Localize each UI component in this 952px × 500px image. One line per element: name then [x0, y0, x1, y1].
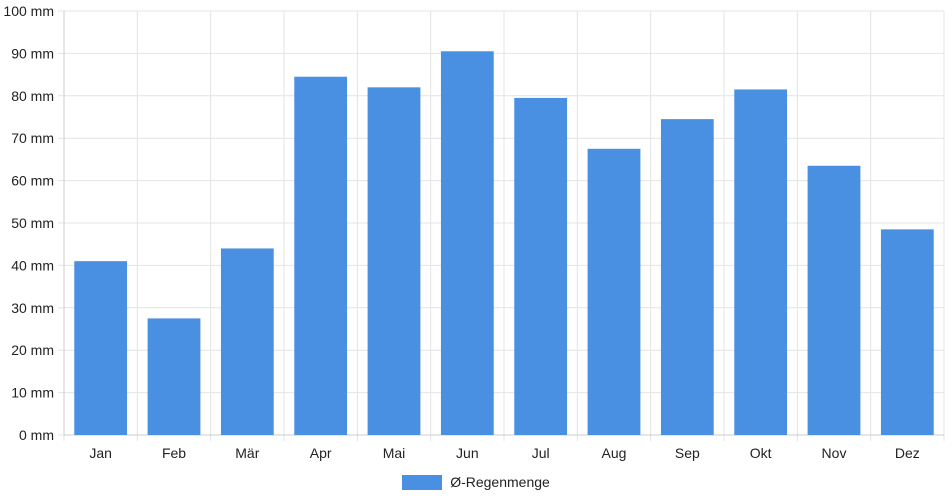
- legend-label: Ø-Regenmenge: [450, 474, 550, 490]
- x-tick-label: Sep: [675, 445, 700, 461]
- x-tick-label: Jan: [89, 445, 112, 461]
- y-tick-label: 10 mm: [11, 385, 54, 401]
- x-tick-label: Nov: [822, 445, 847, 461]
- legend[interactable]: Ø-Regenmenge: [0, 472, 952, 492]
- x-tick-label: Apr: [310, 445, 332, 461]
- bar-okt: [734, 89, 788, 435]
- x-tick-label: Aug: [602, 445, 627, 461]
- y-tick-label: 100 mm: [3, 3, 54, 19]
- chart-plot: 0 mm 10 mm 20 mm 30 mm 40 mm 50 mm 60 mm 70 mm 8…: [3, 3, 945, 461]
- y-tick-label: 80 mm: [11, 88, 54, 104]
- bar-sep: [660, 119, 714, 436]
- bar-mai: [367, 87, 421, 435]
- bar-jun: [440, 51, 494, 435]
- bar-apr: [294, 76, 348, 435]
- y-tick-label: 0 mm: [19, 427, 54, 443]
- y-tick-label: 40 mm: [11, 257, 54, 273]
- x-tick-label: Okt: [750, 445, 772, 461]
- x-tick-label: Jun: [456, 445, 479, 461]
- bar-jan: [74, 261, 128, 435]
- x-tick-label: Jul: [532, 445, 550, 461]
- y-tick-label: 90 mm: [11, 45, 54, 61]
- bar-dez: [880, 229, 934, 435]
- bar-mär: [220, 248, 274, 435]
- y-tick-label: 30 mm: [11, 300, 54, 316]
- bar-feb: [147, 318, 201, 435]
- bar-aug: [587, 148, 641, 436]
- x-tick-label: Dez: [895, 445, 920, 461]
- x-tick-label: Mai: [383, 445, 406, 461]
- x-tick-label: Feb: [162, 445, 186, 461]
- bar-jul: [514, 97, 568, 436]
- y-tick-label: 70 mm: [11, 130, 54, 146]
- y-tick-label: 60 mm: [11, 173, 54, 189]
- bar-nov: [807, 165, 861, 435]
- legend-swatch: [402, 474, 443, 490]
- y-tick-label: 50 mm: [11, 215, 54, 231]
- y-tick-label: 20 mm: [11, 342, 54, 358]
- x-tick-label: Mär: [235, 445, 259, 461]
